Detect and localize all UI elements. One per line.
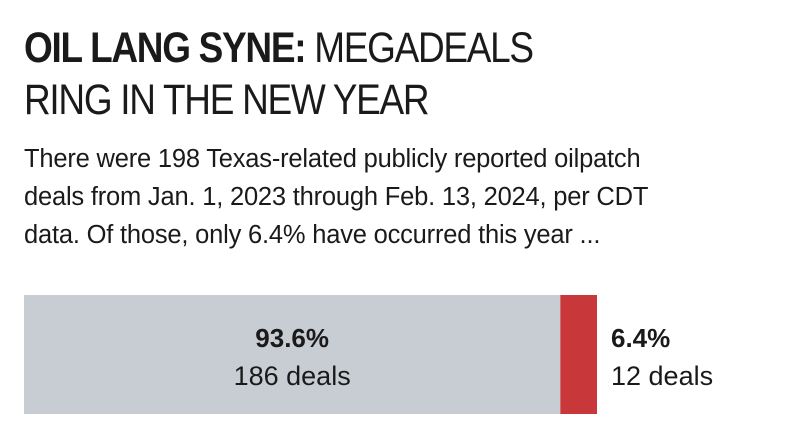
segment-label-previous-deals: 186 deals	[234, 361, 351, 391]
headline-rest: MEGADEALS	[314, 24, 534, 72]
subtitle-line-3: data. Of those, only 6.4% have occurred …	[24, 221, 601, 249]
stacked-bar-chart: 93.6% 186 deals 6.4% 12 deals	[24, 295, 713, 414]
subtitle-line-2: deals from Jan. 1, 2023 through Feb. 13,…	[24, 183, 649, 211]
headline: OIL LANG SYNE: MEGADEALS RING IN THE NEW…	[24, 22, 660, 126]
headline-line-1: OIL LANG SYNE: MEGADEALS	[24, 22, 660, 74]
bar-segment-this-year	[560, 295, 597, 414]
bar-segment-previous	[24, 295, 561, 414]
segment-label-this-year-deals: 12 deals	[611, 361, 713, 391]
subtitle-line-1: There were 198 Texas-related publicly re…	[24, 145, 641, 173]
headline-bold: OIL LANG SYNE:	[24, 24, 307, 72]
segment-label-previous-percent: 93.6%	[255, 323, 329, 353]
subtitle: There were 198 Texas-related publicly re…	[24, 140, 794, 254]
segment-label-this-year-percent: 6.4%	[611, 323, 670, 353]
headline-line-2: RING IN THE NEW YEAR	[24, 76, 430, 124]
